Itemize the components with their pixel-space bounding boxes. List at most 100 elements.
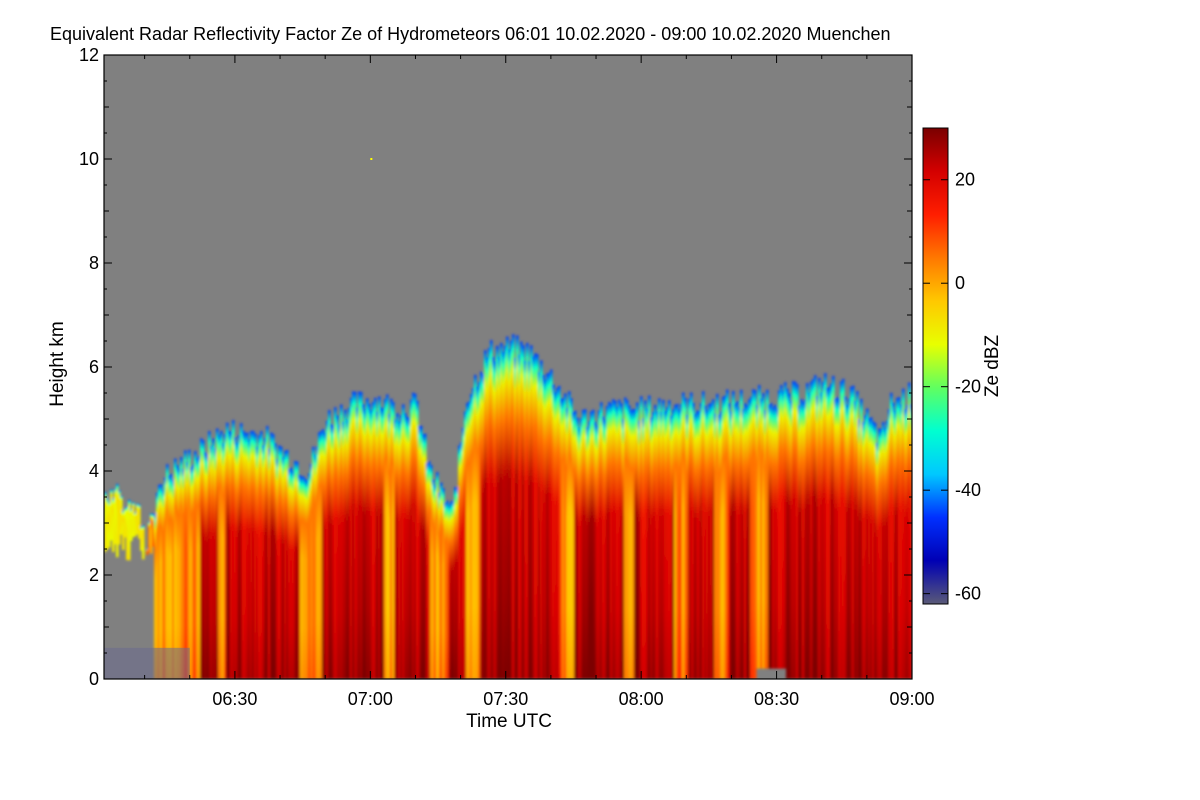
reflectivity-column — [202, 440, 205, 679]
reflectivity-column — [410, 399, 413, 679]
reflectivity-column — [818, 378, 821, 679]
reflectivity-column — [366, 398, 369, 679]
reflectivity-column — [264, 438, 267, 679]
reflectivity-column — [450, 501, 453, 679]
reflectivity-column — [296, 461, 299, 679]
reflectivity-column — [826, 387, 829, 679]
reflectivity-column — [414, 393, 417, 679]
reflectivity-column — [370, 409, 373, 679]
reflectivity-column — [558, 385, 561, 679]
reflectivity-column — [708, 404, 711, 679]
reflectivity-column — [510, 340, 513, 679]
reflectivity-column — [422, 433, 425, 679]
reflectivity-column — [152, 514, 155, 547]
reflectivity-column — [720, 411, 723, 679]
reflectivity-column — [298, 474, 301, 679]
reflectivity-column — [612, 399, 615, 679]
reflectivity-column — [404, 413, 407, 679]
y-axis-label: Height km — [47, 321, 68, 407]
reflectivity-column — [762, 393, 765, 669]
x-tick-label: 09:00 — [889, 689, 934, 709]
reflectivity-column — [778, 390, 781, 669]
reflectivity-column — [704, 405, 707, 679]
reflectivity-column — [426, 463, 429, 679]
y-tick-label: 2 — [89, 565, 99, 585]
reflectivity-column — [350, 397, 353, 679]
reflectivity-column — [758, 385, 761, 669]
reflectivity-column — [852, 385, 855, 679]
reflectivity-column — [674, 404, 677, 679]
reflectivity-column — [304, 478, 307, 679]
reflectivity-column — [660, 411, 663, 679]
reflectivity-column — [696, 410, 699, 679]
reflectivity-column — [892, 402, 895, 679]
reflectivity-column — [644, 400, 647, 679]
reflectivity-column — [756, 404, 759, 669]
reflectivity-column — [346, 419, 349, 679]
reflectivity-column — [522, 345, 525, 679]
reflectivity-column — [220, 431, 223, 679]
reflectivity-column — [744, 403, 747, 679]
reflectivity-column — [652, 411, 655, 679]
reflectivity-column — [508, 349, 511, 679]
reflectivity-column — [730, 411, 733, 679]
reflectivity-column — [344, 409, 347, 679]
reflectivity-column — [310, 463, 313, 679]
reflectivity-column — [394, 419, 397, 679]
reflectivity-column — [140, 526, 143, 551]
reflectivity-column — [520, 341, 523, 679]
x-tick-label: 08:00 — [619, 689, 664, 709]
reflectivity-column — [662, 400, 665, 679]
reflectivity-column — [250, 431, 253, 679]
reflectivity-column — [832, 375, 835, 679]
reflectivity-column — [190, 467, 193, 679]
reflectivity-column — [488, 347, 491, 679]
reflectivity-column — [844, 396, 847, 679]
reflectivity-column — [138, 504, 141, 539]
reflectivity-column — [180, 457, 183, 679]
reflectivity-column — [312, 446, 315, 679]
reflectivity-column — [880, 428, 883, 679]
reflectivity-column — [706, 409, 709, 679]
reflectivity-column — [842, 378, 845, 679]
reflectivity-column — [840, 381, 843, 679]
reflectivity-column — [592, 409, 595, 679]
reflectivity-column — [806, 383, 809, 679]
reflectivity-column — [330, 423, 333, 679]
reflectivity-column — [238, 435, 241, 679]
plot-area — [103, 54, 913, 680]
reflectivity-column — [262, 445, 265, 679]
reflectivity-column — [548, 372, 551, 679]
reflectivity-column — [168, 475, 171, 679]
reflectivity-column — [124, 508, 127, 538]
reflectivity-column — [782, 390, 785, 669]
reflectivity-column — [618, 399, 621, 679]
reflectivity-column — [532, 356, 535, 679]
reflectivity-column — [224, 434, 227, 679]
reflectivity-column — [836, 397, 839, 679]
reflectivity-column — [428, 461, 431, 679]
reflectivity-column — [502, 351, 505, 679]
y-tick-label: 8 — [89, 253, 99, 273]
reflectivity-column — [874, 423, 877, 679]
reflectivity-column — [828, 387, 831, 679]
reflectivity-column — [594, 421, 597, 679]
reflectivity-column — [846, 404, 849, 679]
reflectivity-column — [822, 381, 825, 679]
reflectivity-column — [500, 343, 503, 679]
reflectivity-column — [302, 476, 305, 679]
reflectivity-column — [772, 407, 775, 669]
reflectivity-column — [470, 393, 473, 679]
reflectivity-column — [524, 360, 527, 679]
reflectivity-column — [348, 407, 351, 679]
reflectivity-column — [402, 404, 405, 679]
reflectivity-column — [838, 399, 841, 679]
reflectivity-column — [134, 512, 137, 537]
reflectivity-column — [566, 407, 569, 679]
reflectivity-column — [170, 474, 173, 679]
reflectivity-column — [172, 479, 175, 679]
reflectivity-column — [862, 421, 865, 679]
reflectivity-column — [790, 400, 793, 679]
reflectivity-column — [608, 402, 611, 679]
reflectivity-column — [334, 407, 337, 679]
